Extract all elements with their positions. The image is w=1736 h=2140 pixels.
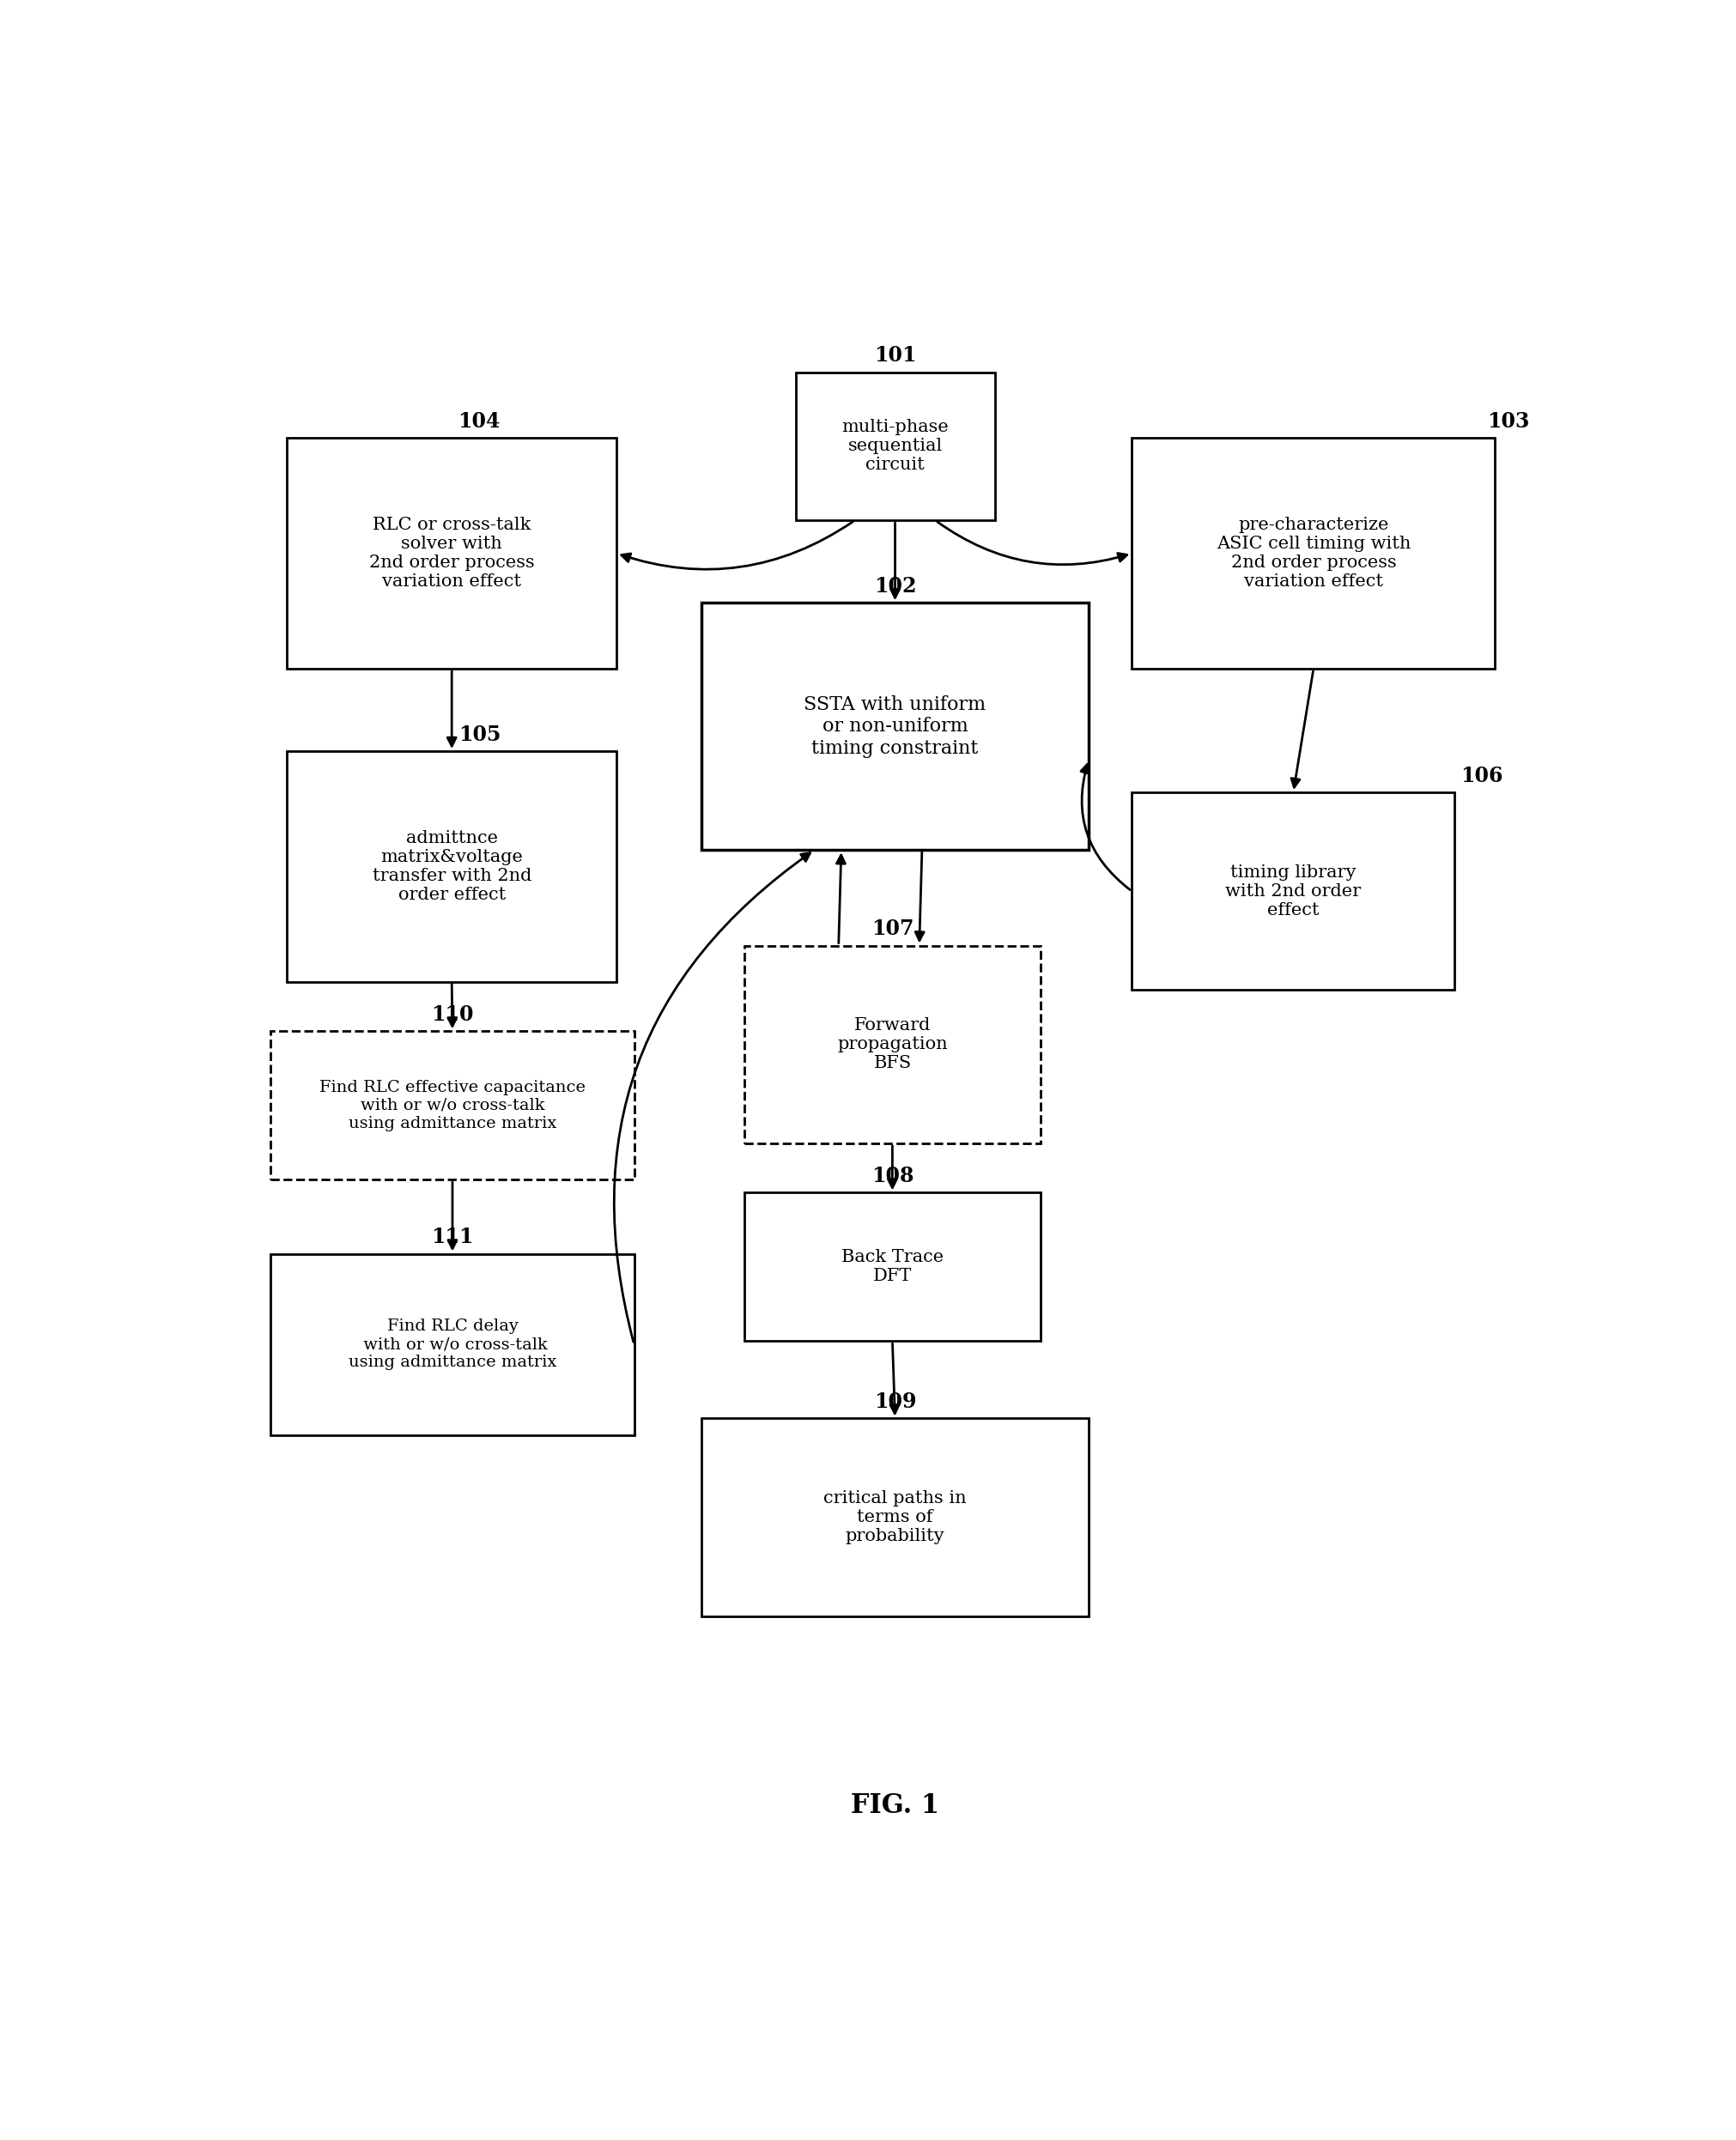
- Text: 102: 102: [873, 576, 917, 597]
- Text: Find RLC effective capacitance
with or w/o cross-talk
using admittance matrix: Find RLC effective capacitance with or w…: [319, 1081, 585, 1132]
- Text: 107: 107: [871, 918, 913, 939]
- Text: RLC or cross-talk
solver with
2nd order process
variation effect: RLC or cross-talk solver with 2nd order …: [370, 518, 535, 591]
- Text: 101: 101: [873, 345, 917, 366]
- Text: 103: 103: [1488, 411, 1529, 432]
- Text: 108: 108: [871, 1166, 913, 1186]
- Text: 106: 106: [1460, 766, 1503, 785]
- Bar: [271, 1031, 634, 1179]
- Bar: [271, 1254, 634, 1436]
- Text: SSTA with uniform
or non-uniform
timing constraint: SSTA with uniform or non-uniform timing …: [804, 696, 986, 758]
- Text: 111: 111: [431, 1226, 474, 1248]
- Bar: [745, 946, 1040, 1143]
- Bar: [1132, 792, 1455, 991]
- Bar: [1132, 439, 1495, 668]
- Bar: [701, 1419, 1088, 1616]
- Text: 105: 105: [458, 723, 500, 745]
- Bar: [701, 603, 1088, 850]
- Text: Find RLC delay
 with or w/o cross-talk
using admittance matrix: Find RLC delay with or w/o cross-talk us…: [349, 1318, 557, 1370]
- Text: Forward
propagation
BFS: Forward propagation BFS: [837, 1016, 948, 1072]
- Bar: [286, 751, 616, 982]
- Bar: [286, 439, 616, 668]
- Text: 110: 110: [431, 1004, 474, 1025]
- Text: Back Trace
DFT: Back Trace DFT: [842, 1250, 944, 1284]
- Text: 104: 104: [458, 411, 500, 432]
- Text: pre-characterize
ASIC cell timing with
2nd order process
variation effect: pre-characterize ASIC cell timing with 2…: [1217, 518, 1411, 591]
- Text: admittnce
matrix&voltage
transfer with 2nd
order effect: admittnce matrix&voltage transfer with 2…: [372, 830, 531, 903]
- Text: multi-phase
sequential
circuit: multi-phase sequential circuit: [842, 419, 948, 473]
- Text: 109: 109: [873, 1391, 917, 1412]
- Bar: [745, 1192, 1040, 1342]
- Text: critical paths in
terms of
probability: critical paths in terms of probability: [823, 1489, 967, 1545]
- Text: timing library
with 2nd order
effect: timing library with 2nd order effect: [1226, 865, 1361, 918]
- Bar: [795, 372, 995, 520]
- Text: FIG. 1: FIG. 1: [851, 1793, 939, 1819]
